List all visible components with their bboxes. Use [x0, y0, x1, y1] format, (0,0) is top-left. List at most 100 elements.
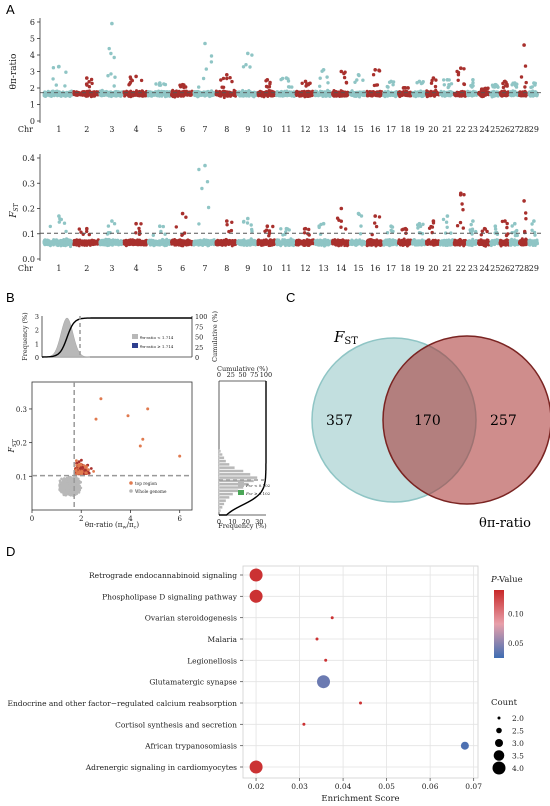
snp-point-peak — [513, 81, 517, 85]
chromosome-label: 19 — [414, 125, 424, 134]
snp-point — [50, 92, 54, 96]
snp-point-peak — [459, 66, 463, 70]
snp-point-outlier — [112, 55, 116, 60]
snp-point-peak — [389, 79, 393, 84]
snp-point-outlier — [286, 79, 291, 83]
chromosome-label: 28 — [519, 125, 529, 134]
snp-point-outlier — [64, 70, 68, 74]
snp-point-peak — [339, 69, 344, 74]
snp-point — [524, 93, 528, 96]
snp-point-outlier — [113, 75, 117, 79]
snp-point-peak — [417, 79, 422, 84]
chromosome-label: 2 — [84, 125, 89, 134]
snp-point-outlier — [54, 83, 58, 87]
snp-point — [45, 241, 49, 245]
chromosome-label: 13 — [319, 125, 329, 134]
snp-point-peak — [321, 68, 326, 72]
snp-point — [57, 92, 61, 96]
chromosome-label: 18 — [400, 125, 410, 134]
snp-point-outlier — [127, 83, 131, 87]
y-tick-label: 0.0 — [22, 255, 35, 264]
snp-point — [342, 93, 346, 97]
snp-point-outlier — [355, 78, 359, 82]
snp-point-peak — [203, 41, 207, 46]
snp-point-outlier — [129, 77, 133, 81]
snp-point-outlier — [112, 84, 116, 88]
snp-point-peak — [503, 79, 507, 84]
snp-point-outlier — [523, 85, 527, 89]
snp-point — [93, 94, 96, 98]
snp-point-outlier — [51, 66, 56, 70]
snp-point-outlier — [280, 76, 285, 81]
snp-point — [268, 89, 272, 93]
chromosome-label: 3 — [109, 125, 114, 134]
y-tick-label: 2 — [30, 84, 35, 93]
snp-point-outlier — [163, 82, 168, 87]
snp-point-peak — [471, 78, 475, 82]
snp-point-outlier — [442, 83, 446, 87]
y-tick-label: 4 — [30, 51, 35, 60]
snp-point-outlier — [154, 82, 158, 86]
chromosome-label: 25 — [490, 125, 500, 134]
snp-point — [187, 93, 191, 97]
snp-point-outlier — [267, 85, 272, 89]
chromosome-label: 11 — [281, 125, 291, 134]
chromosome-label: 16 — [370, 125, 380, 134]
snp-point-outlier — [64, 229, 68, 234]
chromosome-label: 29 — [529, 125, 539, 134]
y-tick-label: 0 — [30, 117, 35, 126]
snp-point-outlier — [523, 64, 528, 68]
chromosome-label: 15 — [353, 125, 363, 134]
y-tick-label: 1 — [30, 101, 35, 110]
snp-point-peak — [493, 82, 498, 87]
snp-point-outlier — [470, 85, 474, 89]
snp-point-outlier — [107, 46, 111, 51]
snp-point-outlier — [241, 65, 246, 69]
snp-point-peak — [373, 68, 378, 72]
snp-point — [173, 94, 177, 98]
snp-point — [149, 93, 153, 97]
snp-point-outlier — [325, 75, 329, 79]
snp-point-outlier — [462, 82, 467, 87]
snp-point-outlier — [505, 84, 509, 88]
chromosome-label: 10 — [262, 125, 272, 134]
snp-point-outlier — [230, 79, 234, 84]
snp-point-outlier — [286, 85, 291, 89]
snp-point — [171, 88, 175, 92]
snp-point-outlier — [109, 72, 113, 76]
snp-point-outlier — [326, 81, 330, 85]
snp-point — [247, 90, 251, 94]
y-tick-label: 0.1 — [22, 230, 35, 239]
snp-point-peak — [522, 43, 526, 47]
snp-point-outlier — [87, 85, 92, 89]
snp-point — [299, 93, 303, 97]
chromosome-label: 26 — [500, 125, 510, 134]
snp-point — [303, 95, 307, 99]
snp-point-outlier — [264, 84, 269, 89]
snp-point — [128, 92, 131, 96]
snp-point-outlier — [268, 80, 272, 85]
snp-point — [533, 92, 537, 96]
chromosome-label: 22 — [456, 125, 466, 134]
chromosome-label: 8 — [224, 125, 229, 134]
snp-point-peak — [180, 82, 185, 87]
snp-point-outlier — [318, 76, 322, 80]
snp-point — [89, 94, 93, 98]
snp-point-outlier — [318, 84, 322, 89]
panel-label-c: C — [286, 290, 295, 305]
snp-point — [63, 241, 67, 245]
snp-point — [260, 94, 264, 98]
snp-point-peak — [110, 21, 114, 26]
snp-point — [185, 93, 188, 97]
snp-point-outlier — [374, 83, 379, 87]
panel-label-d: D — [6, 544, 15, 559]
snp-point-outlier — [385, 84, 389, 89]
snp-point-peak — [225, 73, 229, 77]
snp-point-outlier — [307, 82, 311, 86]
snp-point — [106, 90, 110, 94]
chromosome-label: 23 — [468, 125, 478, 134]
snp-point-outlier — [342, 75, 347, 80]
chromosome-label: 1 — [56, 125, 61, 134]
snp-point — [99, 90, 103, 94]
